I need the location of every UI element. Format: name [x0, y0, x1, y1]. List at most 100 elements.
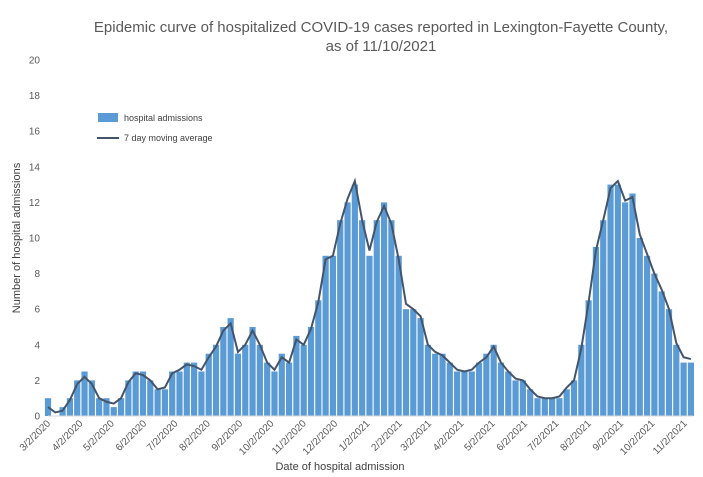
legend: hospital admissions 7 day moving average	[97, 113, 213, 143]
bar	[176, 371, 183, 416]
bar	[307, 327, 315, 416]
bar	[264, 362, 271, 416]
bar	[439, 353, 446, 416]
bar	[578, 344, 585, 416]
x-tick-label: 12/2/2020	[301, 418, 341, 458]
chart-title-line-1: Epidemic curve of hospitalized COVID-19 …	[94, 19, 668, 36]
bar	[183, 362, 190, 416]
bar	[512, 380, 519, 416]
bar	[169, 371, 176, 416]
bar	[687, 362, 695, 416]
bar	[249, 327, 256, 416]
bar	[505, 371, 512, 416]
bar	[592, 246, 600, 416]
bar	[497, 362, 505, 416]
bar	[446, 362, 453, 416]
bar	[388, 220, 395, 416]
bar	[125, 380, 132, 416]
legend-label-bars: hospital admissions	[124, 113, 203, 123]
y-tick-label: 20	[29, 56, 41, 67]
bar	[227, 318, 234, 416]
y-tick-label: 12	[29, 198, 41, 209]
bar	[74, 380, 81, 416]
bar	[454, 371, 461, 416]
bar	[490, 344, 497, 416]
bar-series-hospital-admissions	[44, 184, 695, 416]
bar	[205, 353, 212, 416]
bar	[673, 344, 680, 416]
bar	[322, 255, 329, 416]
bar	[242, 344, 249, 416]
y-axis-ticks: 0 2 4 6 8 10 12 14 16 18 20	[29, 56, 41, 423]
x-tick-label: 10/2/2020	[237, 418, 277, 458]
legend-swatch-bars	[98, 113, 118, 122]
bar	[380, 202, 388, 416]
bar	[198, 371, 205, 416]
bar	[220, 327, 227, 416]
bar	[139, 371, 147, 416]
y-tick-label: 0	[34, 412, 40, 423]
bar	[81, 371, 88, 416]
bar	[351, 184, 358, 416]
y-tick-label: 4	[34, 340, 40, 351]
bar	[424, 344, 431, 416]
bar	[658, 291, 665, 416]
bar	[585, 300, 592, 416]
x-tick-label: 10/2/2021	[618, 418, 658, 458]
x-tick-label: 8/2/2020	[177, 418, 213, 454]
bar	[643, 255, 651, 416]
y-tick-label: 8	[34, 269, 40, 280]
bar	[256, 344, 263, 416]
y-tick-label: 6	[34, 305, 40, 316]
x-tick-label: 8/2/2021	[558, 418, 594, 454]
bar	[461, 371, 468, 416]
bar	[549, 398, 556, 416]
bar	[614, 184, 621, 416]
bar	[278, 353, 285, 416]
bar	[315, 300, 322, 416]
x-tick-label: 7/2/2020	[145, 418, 181, 454]
bar	[417, 318, 424, 416]
bar	[96, 398, 103, 416]
bar	[300, 344, 307, 416]
x-tick-label: 6/2/2020	[114, 418, 150, 454]
bar	[103, 398, 110, 416]
bar	[600, 220, 607, 416]
bar	[366, 255, 373, 416]
bar	[285, 362, 293, 416]
bar	[161, 389, 168, 416]
bar	[475, 362, 483, 416]
bar	[337, 220, 344, 416]
bar	[556, 398, 563, 416]
legend-label-line: 7 day moving average	[124, 133, 213, 143]
bar	[651, 273, 658, 416]
bar	[293, 335, 300, 416]
bar	[665, 309, 673, 416]
bar	[680, 362, 687, 416]
bar	[483, 353, 490, 416]
x-tick-label: 4/2/2021	[431, 418, 467, 454]
bar	[468, 371, 475, 416]
bar	[534, 398, 541, 416]
bar	[147, 380, 154, 416]
bar	[117, 398, 125, 416]
x-tick-label: 5/2/2021	[462, 418, 498, 454]
bar	[66, 398, 74, 416]
x-axis-ticks: 3/2/20204/2/20205/2/20206/2/20207/2/2020…	[18, 418, 690, 458]
y-axis-title: Number of hospital admissions	[11, 162, 23, 313]
x-tick-label: 3/2/2021	[399, 418, 435, 454]
x-tick-label: 11/2/2021	[651, 418, 690, 457]
bar	[402, 309, 410, 416]
bar	[636, 238, 643, 416]
x-tick-label: 3/2/2020	[18, 418, 54, 454]
y-tick-label: 2	[34, 376, 40, 387]
bar	[622, 202, 629, 416]
bar	[373, 220, 380, 416]
bar	[212, 344, 220, 416]
x-axis-title: Date of hospital admission	[275, 461, 404, 473]
bar	[519, 380, 526, 416]
x-tick-label: 1/2/2021	[337, 418, 373, 454]
x-tick-label: 6/2/2021	[495, 418, 531, 454]
